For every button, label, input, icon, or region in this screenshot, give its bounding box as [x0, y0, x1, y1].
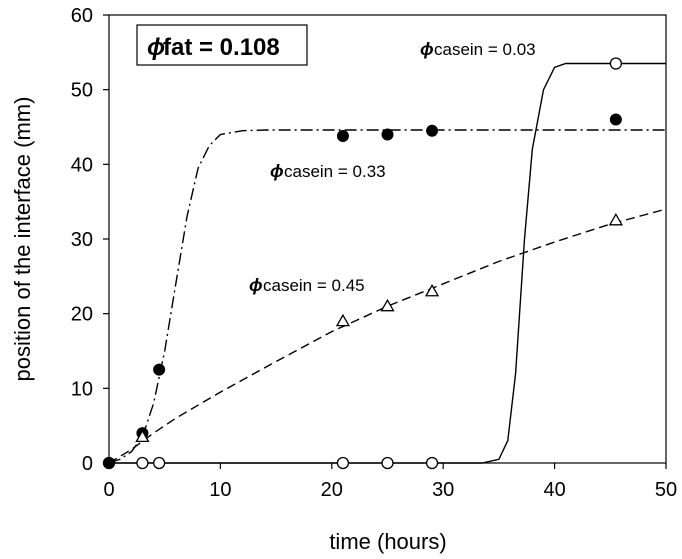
point-c003 [381, 456, 394, 470]
y-axis-label: position of the interface (mm) [10, 97, 35, 382]
legend-phi-symbol: ϕ [147, 34, 165, 61]
y-tick-label: 20 [71, 304, 93, 326]
data-markers [102, 57, 623, 470]
point-c033 [381, 128, 394, 141]
annotation-text: casein = 0.03 [434, 40, 536, 59]
annotation-text: casein = 0.33 [284, 162, 386, 181]
point-c045 [608, 213, 623, 226]
annotation-phi-symbol: ϕ [420, 39, 434, 59]
legend-box: ϕ fat = 0.108 [136, 24, 308, 66]
y-tick-label: 0 [82, 453, 93, 475]
point-c045 [424, 283, 440, 297]
point-c003 [425, 456, 439, 470]
point-c033 [153, 363, 166, 376]
x-tick-label: 50 [655, 479, 677, 501]
y-tick-label: 60 [71, 5, 93, 27]
annotation-casein-003: ϕ casein = 0.03 [420, 39, 536, 59]
x-tick-label: 0 [103, 479, 114, 501]
plot-frame [108, 14, 667, 464]
x-axis-label: time (hours) [329, 529, 446, 554]
point-c033 [609, 113, 622, 126]
point-c045 [335, 313, 351, 327]
x-tick-label: 20 [321, 479, 343, 501]
y-tick-label: 40 [71, 154, 93, 176]
curve-c045 [108, 208, 667, 464]
y-tick-label: 30 [71, 229, 93, 251]
annotation-phi-symbol: ϕ [270, 161, 284, 181]
x-tick-label: 30 [432, 479, 454, 501]
fitted-curves [108, 62, 667, 464]
y-tick-label: 50 [71, 80, 93, 102]
axis-tick-labels: 0 10 20 30 40 50 0 10 20 30 40 50 60 [71, 5, 677, 501]
point-c003 [152, 456, 166, 470]
point-c033 [336, 129, 349, 142]
legend-box-frame [136, 24, 308, 66]
point-c003 [336, 456, 350, 470]
legend-text: fat = 0.108 [163, 34, 280, 61]
point-c003 [136, 456, 149, 470]
x-tick-label: 10 [209, 479, 231, 501]
axis-ticks [103, 14, 667, 469]
point-c033 [426, 124, 439, 137]
annotation-phi-symbol: ϕ [249, 275, 263, 295]
curve-c003 [109, 62, 666, 464]
point-c033 [103, 457, 115, 469]
point-c045 [135, 429, 150, 443]
annotation-casein-033: ϕ casein = 0.33 [270, 161, 386, 181]
x-tick-label: 40 [543, 479, 565, 501]
annotation-text: casein = 0.45 [263, 276, 365, 295]
annotation-casein-045: ϕ casein = 0.45 [249, 275, 365, 295]
curve-c033 [108, 129, 666, 464]
y-tick-label: 10 [71, 378, 93, 400]
point-c045 [380, 298, 395, 312]
point-c003 [609, 57, 623, 70]
